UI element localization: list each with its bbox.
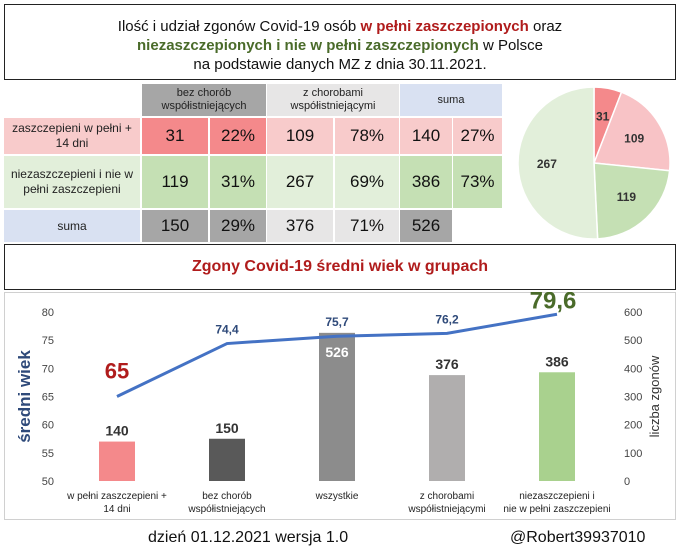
bar-value-label: 526 (325, 344, 349, 360)
cell-r3-p2: 71% (335, 210, 399, 242)
bar-2 (209, 438, 245, 481)
right-tick-label: 400 (624, 363, 642, 375)
category-label: w pełni zaszczepieni +14 dni (66, 491, 167, 515)
pie-label-31: 31 (596, 110, 610, 124)
cell-r2-v2: 267 (267, 156, 333, 208)
pie-label-267: 267 (537, 157, 557, 171)
combo-chart: 50 55 60 65 70 75 80 0 100 200 300 400 500 600 średni … (4, 292, 676, 520)
bar-value-label: 140 (105, 423, 129, 439)
category-label: z chorobami współistniejącymi (407, 491, 485, 515)
right-tick-label: 500 (624, 335, 642, 347)
title-box: Ilość i udział zgonów Covid-19 osób w pe… (4, 4, 676, 80)
cell-r1-v2: 109 (267, 118, 333, 154)
left-tick-label: 50 (42, 476, 54, 488)
bar-value-label: 150 (215, 420, 239, 436)
cell-r3-v1: 150 (142, 210, 208, 242)
cell-r3-p1: 29% (210, 210, 266, 242)
left-tick-label: 80 (42, 307, 54, 319)
title-line-1: Ilość i udział zgonów Covid-19 osób w pe… (117, 18, 563, 35)
right-tick-label: 600 (624, 307, 642, 319)
right-tick-label: 100 (624, 448, 642, 460)
header-bez-chorob: bez chorób współistniejących (142, 84, 266, 116)
cell-r1-p2: 78% (335, 118, 399, 154)
row-label-zaszczepieni: zaszczepieni w pełni + 14 dni (4, 118, 140, 154)
age-label: 79,6 (530, 292, 577, 314)
age-label: 76,2 (435, 312, 459, 326)
row-label-suma: suma (4, 210, 140, 242)
pie-label-119: 119 (617, 190, 637, 204)
title-line-2: niezaszczepionych i nie w pełni zaszczep… (137, 37, 543, 54)
title-line-3: na podstawie danych MZ z dnia 30.11.2021… (193, 56, 487, 73)
cell-r1-vs: 140 (400, 118, 452, 154)
cell-r2-p2: 69% (335, 156, 399, 208)
footer-date: dzień 01.12.2021 wersja 1.0 (148, 529, 349, 546)
bar-value-label: 386 (545, 353, 569, 369)
pie-chart: 31 109 119 267 (517, 86, 671, 240)
age-line (116, 312, 558, 398)
cell-r1-p1: 22% (210, 118, 266, 154)
cell-r3-v2: 376 (267, 210, 333, 242)
bar-4 (429, 375, 465, 481)
bar-value-label: 376 (435, 356, 459, 372)
right-tick-label: 0 (624, 476, 630, 488)
category-label: bez chorób współistniejących (187, 491, 265, 515)
age-label: 65 (105, 359, 129, 384)
left-tick-label: 60 (42, 420, 54, 432)
pie-label-109: 109 (624, 131, 644, 145)
right-tick-label: 300 (624, 392, 642, 404)
bar-3 (319, 332, 355, 481)
header-suma: suma (400, 84, 502, 116)
category-label: wszystkie (315, 491, 359, 502)
cell-r3-vs: 526 (400, 210, 452, 242)
left-tick-label: 75 (42, 335, 54, 347)
pie-slice-109 (592, 91, 671, 172)
left-tick-label: 55 (42, 448, 54, 460)
cell-r2-ps: 73% (453, 156, 502, 208)
left-tick-label: 70 (42, 363, 54, 375)
right-tick-label: 200 (624, 420, 642, 432)
cell-r2-v1: 119 (142, 156, 208, 208)
header-z-chorobami: z chorobami współistniejącymi (267, 84, 399, 116)
bar-1 (99, 441, 135, 481)
cell-r1-ps: 27% (453, 118, 502, 154)
row-label-niezaszczepieni: niezaszczepieni i nie w pełni zaszczepie… (4, 156, 140, 208)
age-label: 74,4 (215, 323, 239, 337)
y-axis-right-title: liczba zgonów (647, 355, 662, 437)
section-title: Zgony Covid-19 średni wiek w grupach (4, 244, 676, 290)
cell-r2-p1: 31% (210, 156, 266, 208)
pie-slice-119 (593, 162, 671, 240)
footer-author: @Robert39937010 (510, 529, 646, 546)
pie-slice-267 (517, 86, 599, 240)
bar-5 (539, 372, 575, 481)
left-tick-label: 65 (42, 392, 54, 404)
y-axis-left-title: średni wiek (15, 350, 34, 443)
category-label: niezaszczepieni i nie w pełni zaszczepien… (503, 491, 610, 515)
cell-r1-v1: 31 (142, 118, 208, 154)
age-label: 75,7 (325, 315, 349, 329)
cell-r2-vs: 386 (400, 156, 452, 208)
